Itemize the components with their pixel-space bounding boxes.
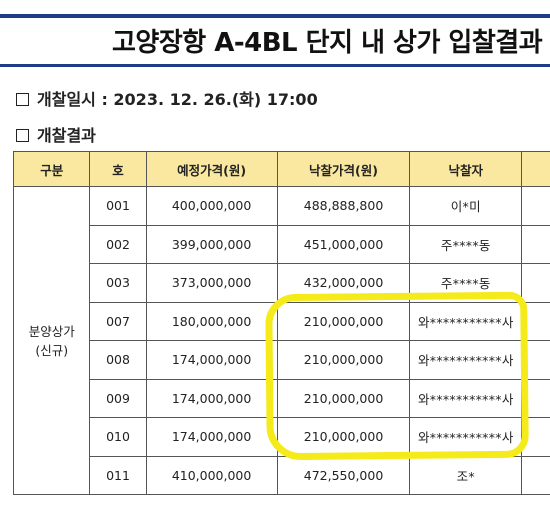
winning-price-cell: 488,888,800 <box>276 186 411 226</box>
winner-cell: 주****동 <box>409 263 523 303</box>
header-unit: 호 <box>89 151 147 187</box>
winning-price-cell: 210,000,000 <box>276 417 411 457</box>
winning-price-cell: 472,550,000 <box>276 455 411 495</box>
unit-cell: 009 <box>89 378 147 418</box>
opening-datetime-text: 개찰일시 : 2023. 12. 26.(화) 17:00 <box>37 90 318 109</box>
group-label-line2: (신규) <box>35 342 69 358</box>
unit-cell: 002 <box>89 224 147 264</box>
overflow-cell <box>521 378 550 418</box>
winner-cell: 와***********사 <box>409 301 523 341</box>
overflow-cell <box>521 301 550 341</box>
estimated-price-cell: 174,000,000 <box>145 417 278 457</box>
group-label-line1: 분양상가 <box>28 323 75 339</box>
header-winning-price: 낙찰가격(원) <box>276 151 411 187</box>
page-title: 고양장항 A-4BL 단지 내 상가 입찰결과 <box>112 28 543 58</box>
estimated-price-cell: 373,000,000 <box>145 263 278 303</box>
table-row: 007 180,000,000 210,000,000 와***********… <box>14 301 550 341</box>
unit-cell: 007 <box>89 301 147 341</box>
overflow-cell <box>521 417 550 457</box>
title-rule-top <box>0 14 550 18</box>
estimated-price-cell: 400,000,000 <box>145 186 278 226</box>
table-row: 002 399,000,000 451,000,000 주****동 <box>14 224 550 264</box>
results-table: 구분 호 예정가격(원) 낙찰가격(원) 낙찰자 분양상가 (신규) 001 40… <box>12 151 550 495</box>
table-row: 009 174,000,000 210,000,000 와***********… <box>14 378 550 418</box>
overflow-cell <box>521 263 550 303</box>
header-estimated-price: 예정가격(원) <box>145 151 278 187</box>
estimated-price-cell: 410,000,000 <box>145 455 278 495</box>
table-header-row: 구분 호 예정가격(원) 낙찰가격(원) 낙찰자 <box>12 151 550 187</box>
overflow-cell <box>521 455 550 495</box>
checkbox-square-icon <box>16 93 29 106</box>
table-row: 010 174,000,000 210,000,000 와***********… <box>14 417 550 457</box>
overflow-cell <box>521 340 550 380</box>
table-row: 003 373,000,000 432,000,000 주****동 <box>14 263 550 303</box>
winning-price-cell: 210,000,000 <box>276 340 411 380</box>
unit-cell: 008 <box>89 340 147 380</box>
title-rule-bottom <box>0 64 550 67</box>
overflow-cell <box>521 224 550 264</box>
estimated-price-cell: 180,000,000 <box>145 301 278 341</box>
winner-cell: 와***********사 <box>409 340 523 380</box>
unit-cell: 011 <box>89 455 147 495</box>
results-heading-text: 개찰결과 <box>37 126 96 145</box>
unit-cell: 001 <box>89 186 147 226</box>
winning-price-cell: 210,000,000 <box>276 378 411 418</box>
estimated-price-cell: 174,000,000 <box>145 378 278 418</box>
unit-cell: 003 <box>89 263 147 303</box>
winning-price-cell: 432,000,000 <box>276 263 411 303</box>
winner-cell: 와***********사 <box>409 378 523 418</box>
winning-price-cell: 451,000,000 <box>276 224 411 264</box>
header-winner: 낙찰자 <box>409 151 523 187</box>
header-overflow-cell <box>521 151 550 187</box>
group-label-cell: 분양상가 (신규) <box>12 186 91 495</box>
estimated-price-cell: 174,000,000 <box>145 340 278 380</box>
opening-datetime-line: 개찰일시 : 2023. 12. 26.(화) 17:00 <box>16 86 318 110</box>
winning-price-cell: 210,000,000 <box>276 301 411 341</box>
table-row: 011 410,000,000 472,550,000 조* <box>14 455 550 495</box>
results-heading-line: 개찰결과 <box>16 122 96 146</box>
winner-cell: 주****동 <box>409 224 523 264</box>
overflow-cell <box>521 186 550 226</box>
table-row: 분양상가 (신규) 001 400,000,000 488,888,800 이*미 <box>12 186 550 495</box>
header-category: 구분 <box>12 151 91 187</box>
title-bar: 고양장항 A-4BL 단지 내 상가 입찰결과 <box>0 14 550 70</box>
winner-cell: 조* <box>409 455 523 495</box>
unit-cell: 010 <box>89 417 147 457</box>
winner-cell: 이*미 <box>409 186 523 226</box>
checkbox-square-icon <box>16 129 29 142</box>
table-row: 008 174,000,000 210,000,000 와***********… <box>14 340 550 380</box>
winner-cell: 와***********사 <box>409 417 523 457</box>
estimated-price-cell: 399,000,000 <box>145 224 278 264</box>
